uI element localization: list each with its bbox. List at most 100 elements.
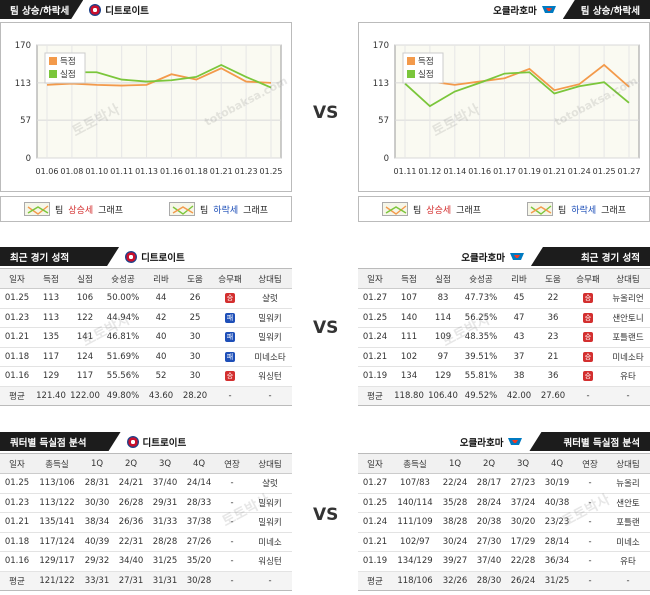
legend-label: 득점	[418, 56, 434, 67]
table-cell: 55.56%	[102, 366, 144, 387]
table-cell: 27.60	[536, 386, 570, 406]
table-cell: 22	[536, 288, 570, 309]
column-header: 슛성공	[102, 268, 144, 289]
trend-title-right: 팀 상승/하락세	[562, 0, 650, 19]
series-line-scored	[46, 67, 272, 87]
column-header: 실점	[426, 268, 460, 289]
column-header: 연장	[574, 453, 606, 474]
table-cell: 워싱턴	[248, 366, 292, 387]
table-cell: 43.60	[144, 386, 178, 406]
table-cell: 40/38	[540, 493, 574, 513]
up-trend-icon	[24, 202, 51, 216]
legend-down-text: 하락세	[213, 205, 239, 216]
column-header: 리바	[144, 268, 178, 289]
table-cell: 29/32	[80, 551, 114, 572]
table-cell: 37/38	[182, 512, 216, 533]
table-cell: 31/33	[148, 512, 182, 533]
table-cell: 102/97	[392, 532, 438, 552]
table-cell: 밀워키	[248, 308, 292, 328]
table-cell: 포틀랜	[606, 512, 650, 533]
table-cell: 21	[536, 347, 570, 367]
table-cell: -	[216, 493, 248, 513]
recent-table-right: 일자 득점 실점 슛성공 리바 도움 승무패 상대팀 01.27 107 83 47.73% 45 22 승…	[358, 268, 650, 406]
table-cell: 33/31	[80, 571, 114, 591]
legend-swatch	[407, 70, 415, 78]
table-cell: 01.25	[358, 308, 392, 328]
table-cell: 미네소타	[606, 347, 650, 367]
table-cell: 39/27	[438, 551, 472, 572]
table-cell: 30/20	[506, 512, 540, 533]
average-row: 평균 121/122 33/31 27/31 31/31 30/28- -	[0, 571, 292, 591]
table-cell: 01.27	[358, 288, 392, 309]
column-header: 승무패	[212, 268, 248, 289]
table-cell: 01.21	[0, 512, 34, 533]
table-cell: 26/36	[114, 512, 148, 533]
table-cell: 32/26	[438, 571, 472, 591]
table-cell: 29/31	[148, 493, 182, 513]
table-cell: 129	[426, 366, 460, 387]
table-cell: 38/28	[438, 512, 472, 533]
table-cell: 49.52%	[460, 386, 502, 406]
table-cell: 37	[502, 347, 536, 367]
table-cell: 40/39	[80, 532, 114, 552]
y-tick-label: 170	[373, 41, 389, 51]
table-cell: 유타	[606, 366, 650, 387]
table-row: 01.25 140 114 56.25% 47 36 승 샌안토니	[358, 308, 650, 328]
table-row: 01.25 113/106 28/31 24/21 37/40 24/14- 샬럿	[0, 473, 292, 494]
column-header: 2Q	[114, 453, 148, 474]
column-header: 득점	[34, 268, 68, 289]
table-cell: 28/28	[148, 532, 182, 552]
thunder-logo-icon	[541, 6, 556, 13]
x-tick-label: 01.27	[618, 167, 641, 176]
table-cell: 미네소	[248, 532, 292, 552]
y-tick-label: 0	[384, 154, 389, 164]
table-cell: 승	[212, 288, 248, 309]
table-cell: -	[248, 571, 292, 591]
table-cell: 50.00%	[102, 288, 144, 309]
table-cell: 23	[536, 327, 570, 348]
header-row: 일자 득점 실점 슛성공 리바 도움 승무패 상대팀	[358, 268, 650, 289]
table-cell: 113	[34, 288, 68, 309]
table-cell: 45	[502, 288, 536, 309]
table-row: 01.18 117 124 51.69% 40 30 패 미네소타	[0, 347, 292, 367]
table-cell: 37/40	[148, 473, 182, 494]
column-header: 1Q	[80, 453, 114, 474]
table-cell: 52	[144, 366, 178, 387]
column-header: 4Q	[540, 453, 574, 474]
quarter-table-left: 일자 총득실 1Q 2Q 3Q 4Q 연장 상대팀 01.25 113/106 28/31 24/21…	[0, 453, 292, 591]
up-trend-icon	[382, 202, 409, 216]
table-cell: 01.18	[0, 347, 34, 367]
table-cell: 01.25	[0, 473, 34, 494]
x-tick-label: 01.12	[418, 167, 441, 176]
table-cell: 140	[392, 308, 426, 328]
table-cell: -	[574, 473, 606, 494]
right-team-name: 오클라호마	[461, 252, 505, 264]
table-cell: -	[574, 551, 606, 572]
table-cell: 25	[178, 308, 212, 328]
legend-team-text: 팀	[200, 205, 209, 216]
column-header: 총득실	[34, 453, 80, 474]
loss-badge: 패	[225, 332, 235, 343]
table-cell: 129	[34, 366, 68, 387]
table-cell: 109	[426, 327, 460, 348]
y-tick-label: 113	[15, 79, 31, 89]
table-cell: 55.81%	[460, 366, 502, 387]
column-header: 상대팀	[248, 453, 292, 474]
table-cell: 141	[68, 327, 102, 348]
table-cell: 미네소타	[248, 347, 292, 367]
table-cell: 평균	[358, 571, 392, 591]
average-row: 평균 121.40 122.00 49.80% 43.60 28.20- -	[0, 386, 292, 406]
loss-badge: 패	[225, 351, 235, 362]
table-cell: -	[212, 386, 248, 406]
table-cell: 34/40	[114, 551, 148, 572]
table-cell: 121.40	[34, 386, 68, 406]
table-cell: -	[606, 571, 650, 591]
table-cell: 뉴올리	[606, 473, 650, 494]
x-tick-label: 01.23	[235, 167, 258, 176]
table-cell: 28/30	[472, 571, 506, 591]
table-cell: -	[216, 473, 248, 494]
table-row: 01.21 135 141 46.81% 40 30 패 밀워키	[0, 327, 292, 348]
table-cell: 28/17	[472, 473, 506, 494]
table-cell: 27/26	[182, 532, 216, 552]
table-cell: 포틀랜드	[606, 327, 650, 348]
